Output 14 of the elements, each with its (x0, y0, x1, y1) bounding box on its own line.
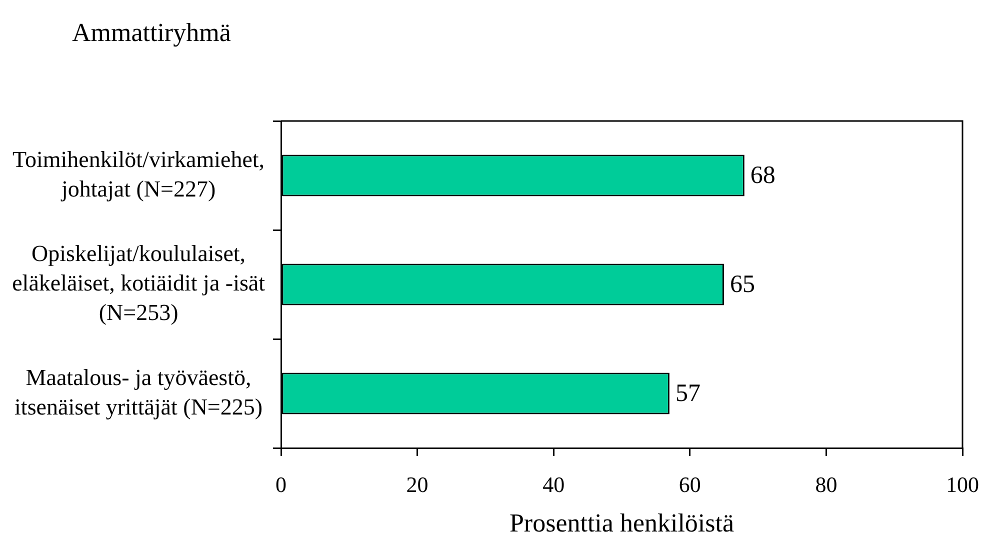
y-tick-label: Toimihenkilöt/virkamiehet, johtajat (N=227) (12, 146, 265, 202)
data-label: 65 (730, 271, 755, 298)
data-label: 68 (750, 162, 776, 190)
x-tick-label: 40 (542, 472, 565, 497)
x-tick-label: 0 (276, 472, 286, 497)
x-tick-label: 60 (678, 472, 701, 497)
x-axis-title: Prosenttia henkilöistä (509, 508, 734, 538)
y-axis-title: Ammattiryhmä (72, 18, 232, 47)
x-tick-label: 100 (946, 472, 979, 497)
y-tick-label: Maatalous- ja työväestö, itsenäiset yrittäjät (N=225) (14, 364, 263, 420)
data-label: 57 (675, 380, 700, 408)
y-tick-label: Opiskelijat/koululaiset, eläkeläiset, kotiäidit ja -isät (N=253) (12, 241, 266, 325)
x-tick-label: 20 (406, 472, 428, 497)
x-tick-label: 80 (815, 472, 838, 497)
